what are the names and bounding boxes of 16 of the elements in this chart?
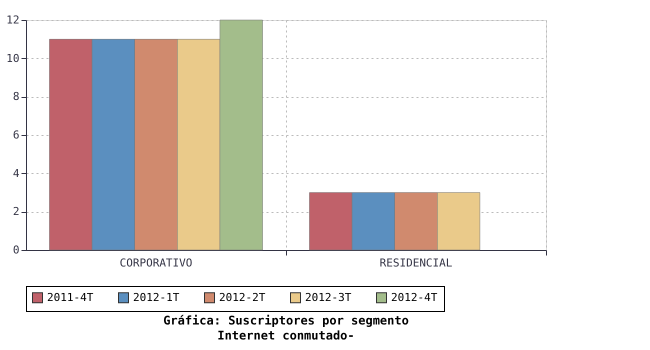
y-tick-label: 6 [12, 128, 20, 142]
y-tick-label: 12 [6, 14, 20, 26]
text: Gráfica: Suscriptores por segmento [163, 314, 409, 328]
y-tick-label: 0 [12, 244, 20, 256]
legend-label: 2011-4T [47, 290, 94, 304]
y-tick-label: 10 [6, 52, 20, 65]
text: Internet conmutado- [217, 328, 355, 342]
y-tick-label: 2 [12, 205, 20, 218]
legend-label: 2012-4T [391, 290, 438, 304]
legend-label: 2012-3T [305, 290, 352, 304]
legend-label: 2012-1T [133, 290, 180, 304]
x-tick-label: RESIDENCIAL [380, 256, 453, 270]
y-tick-label: 8 [12, 90, 20, 104]
legend-label: 2012-2T [219, 290, 266, 304]
x-tick-label: CORPORATIVO [120, 256, 192, 270]
y-tick-label: 4 [12, 166, 20, 180]
